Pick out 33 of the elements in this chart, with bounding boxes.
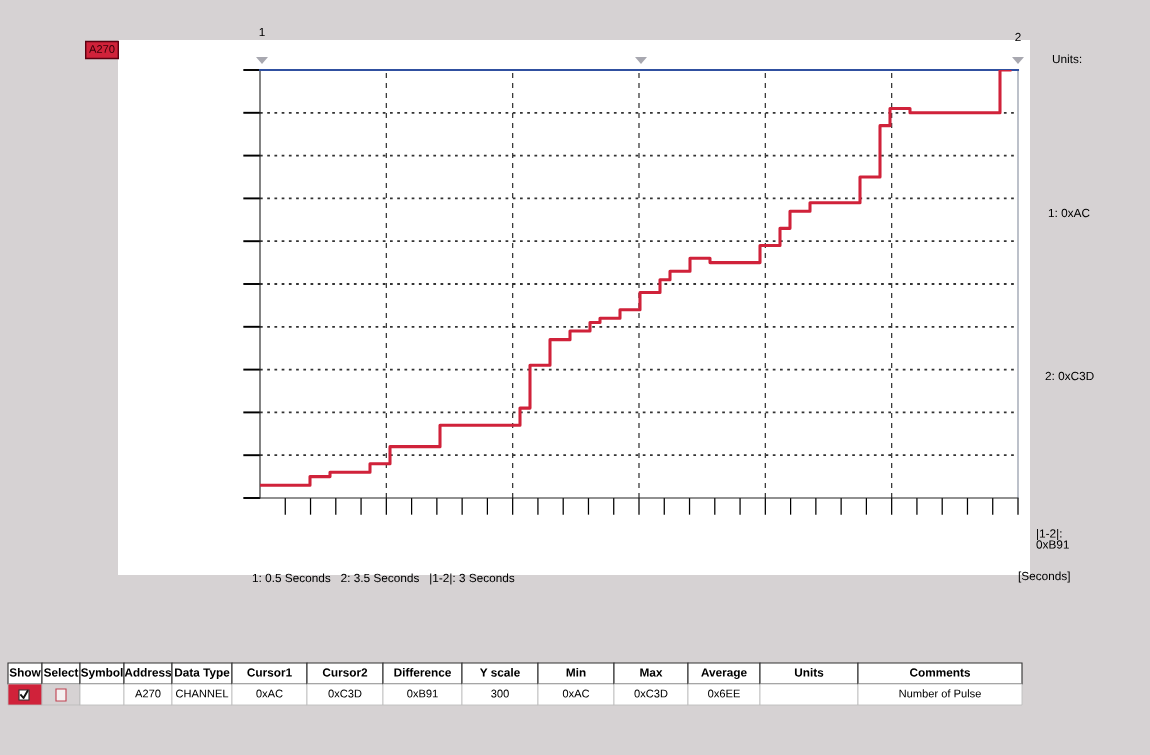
text: 1: 0.5 Seconds 2: 3.5 Seconds |1-2|: 3 Seconds (252, 573, 515, 585)
text: 2: 0xC3D (1045, 371, 1094, 381)
text: Cursor1 (247, 668, 292, 677)
text: Units: (1052, 54, 1082, 64)
text: Number of Pulse (899, 689, 981, 698)
text: 0xAC (562, 689, 590, 698)
text: Units (794, 668, 824, 677)
text: Select (43, 668, 79, 677)
text: 0x6EE (708, 689, 740, 698)
text: Difference (394, 668, 451, 677)
text: Max (640, 668, 663, 677)
text: Show (9, 668, 41, 677)
text: 2 (1015, 32, 1021, 42)
text: Address (124, 668, 172, 677)
text: Average (701, 668, 747, 679)
text: 0xB91 (407, 689, 438, 698)
text: 0xC3D (328, 689, 362, 698)
text: 1: 0xAC (1048, 208, 1090, 218)
text: Symbol (81, 668, 123, 679)
text: Y scale (479, 668, 520, 677)
text: Min (566, 668, 586, 677)
text: A270 (89, 45, 115, 53)
text: Data Type (175, 668, 230, 679)
text: CHANNEL (176, 689, 229, 698)
text: Comments (909, 668, 971, 677)
text: [Seconds] (1018, 571, 1070, 583)
text: |1-2|: 0xB91 (1036, 528, 1069, 549)
text: A270 (135, 689, 161, 698)
text: 1 (259, 27, 265, 37)
text: 0xAC (256, 689, 283, 698)
text: Cursor2 (322, 668, 368, 677)
text: 300 (491, 689, 509, 698)
text: 0xC3D (634, 689, 668, 698)
